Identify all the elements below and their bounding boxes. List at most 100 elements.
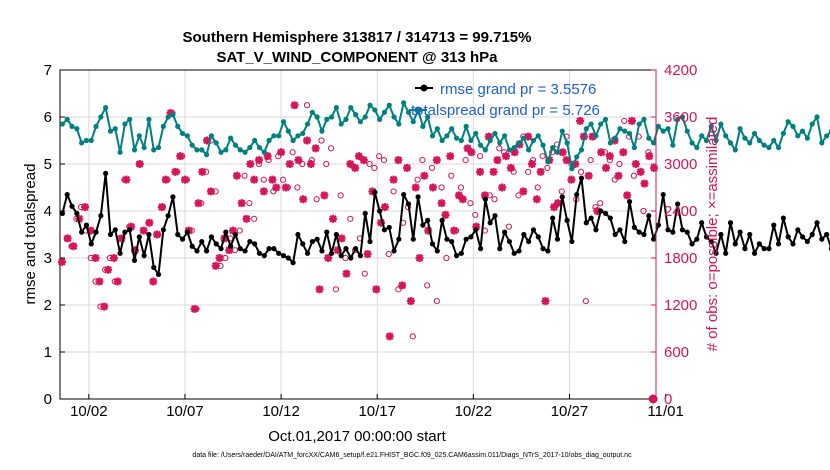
- obs-assimilated-point: [130, 246, 139, 255]
- obs-assimilated-point: [640, 179, 649, 188]
- obs-assimilated-point: [206, 187, 215, 196]
- series-point-totalspread: [588, 121, 594, 127]
- series-point-rmse: [550, 215, 556, 221]
- obs-assimilated-point: [502, 152, 511, 161]
- obs-assimilated-point: [122, 175, 131, 184]
- series-point-totalspread: [699, 133, 705, 139]
- series-point-rmse: [131, 257, 138, 263]
- series-point-rmse: [593, 227, 599, 233]
- series-point-totalspread: [482, 147, 488, 153]
- series-point-totalspread: [194, 147, 200, 153]
- legend-spread-label: totalspread grand pr = 5.726: [411, 102, 600, 119]
- series-point-rmse: [391, 248, 397, 254]
- obs-assimilated-point: [232, 171, 241, 180]
- series-point-totalspread: [367, 102, 373, 108]
- series-point-rmse: [809, 231, 815, 238]
- obs-assimilated-point: [104, 265, 113, 274]
- series-point-totalspread: [626, 130, 633, 137]
- obs-assimilated-point: [541, 297, 550, 306]
- series-point-totalspread: [228, 135, 234, 141]
- series-point-totalspread: [458, 137, 464, 144]
- y-right-tick-label: 1200: [664, 297, 697, 314]
- obs-possible-point: [251, 215, 258, 222]
- series-point-rmse: [338, 253, 344, 259]
- series-point-rmse: [598, 208, 604, 214]
- series-point-totalspread: [425, 114, 431, 120]
- legend: rmse grand pr = 3.5576 totalspread grand…: [409, 81, 600, 119]
- series-point-rmse: [420, 222, 426, 228]
- obs-assimilated-point: [602, 163, 611, 172]
- obs-assimilated-point: [290, 101, 299, 110]
- obs-assimilated-point: [254, 156, 263, 165]
- obs-possible-point: [299, 160, 306, 168]
- series-point-totalspread: [655, 123, 662, 129]
- obs-assimilated-point: [645, 152, 654, 161]
- obs-assimilated-point: [623, 191, 632, 200]
- series-point-totalspread: [237, 147, 243, 153]
- series-point-rmse: [439, 217, 445, 223]
- obs-possible-point: [424, 282, 431, 289]
- series-point-totalspread: [199, 147, 205, 153]
- series-point-totalspread: [290, 137, 296, 144]
- obs-assimilated-point: [428, 183, 437, 192]
- obs-possible-point: [337, 192, 344, 199]
- obs-assimilated-point: [351, 163, 360, 172]
- series-point-totalspread: [338, 121, 344, 127]
- series-point-totalspread: [795, 133, 801, 139]
- series-point-totalspread: [348, 105, 354, 111]
- series-point-totalspread: [713, 137, 719, 144]
- obs-possible-point: [303, 102, 311, 109]
- obs-possible-point: [371, 164, 378, 172]
- chart-subtitle: SAT_V_WIND_COMPONENT @ 313 hPa: [216, 49, 498, 66]
- series-point-totalspread: [223, 147, 229, 153]
- series-point-rmse: [516, 248, 522, 254]
- obs-assimilated-point: [550, 203, 559, 212]
- obs-assimilated-point: [506, 163, 515, 172]
- y-right-tick-label: 3000: [664, 156, 697, 173]
- series-point-rmse: [425, 217, 431, 223]
- series-point-rmse: [59, 210, 65, 216]
- obs-assimilated-point: [403, 163, 412, 172]
- obs-assimilated-point: [113, 277, 122, 286]
- series-point-rmse: [453, 253, 460, 259]
- series-point-rmse: [487, 220, 493, 226]
- obs-possible-point: [534, 184, 541, 191]
- series-point-totalspread: [617, 126, 623, 132]
- series-point-rmse: [814, 220, 820, 226]
- obs-possible-point: [428, 164, 436, 172]
- series-point-rmse: [155, 271, 162, 278]
- series-point-rmse: [410, 236, 416, 242]
- series-point-rmse: [319, 248, 325, 254]
- series-point-totalspread: [420, 123, 426, 129]
- series-point-totalspread: [300, 130, 306, 137]
- series-point-totalspread: [718, 121, 724, 127]
- series-point-rmse: [204, 248, 210, 254]
- series-point-totalspread: [285, 128, 291, 134]
- series-point-totalspread: [492, 130, 498, 137]
- series-point-totalspread: [410, 119, 416, 125]
- series-point-rmse: [280, 253, 287, 259]
- series-point-totalspread: [785, 119, 791, 125]
- series-point-rmse: [88, 241, 94, 247]
- series-point-totalspread: [328, 114, 335, 120]
- series-point-rmse: [492, 213, 498, 219]
- obs-layer: [57, 101, 659, 404]
- series-point-rmse: [780, 215, 786, 221]
- series-point-rmse: [93, 229, 99, 235]
- series-point-rmse: [362, 210, 368, 216]
- obs-possible-point: [539, 153, 546, 160]
- series-point-rmse: [429, 241, 436, 247]
- obs-assimilated-point: [277, 148, 286, 157]
- series-point-rmse: [511, 250, 517, 256]
- y-left-tick-label: 3: [44, 250, 52, 267]
- obs-assimilated-point: [394, 156, 403, 165]
- obs-assimilated-point: [432, 156, 441, 165]
- series-point-totalspread: [165, 114, 171, 120]
- series-point-rmse: [742, 246, 748, 252]
- series-point-totalspread: [401, 100, 407, 106]
- obs-possible-point: [640, 207, 647, 215]
- series-point-totalspread: [175, 123, 181, 129]
- series-point-totalspread: [790, 123, 796, 129]
- series-point-totalspread: [261, 149, 267, 155]
- obs-assimilated-point: [268, 175, 277, 184]
